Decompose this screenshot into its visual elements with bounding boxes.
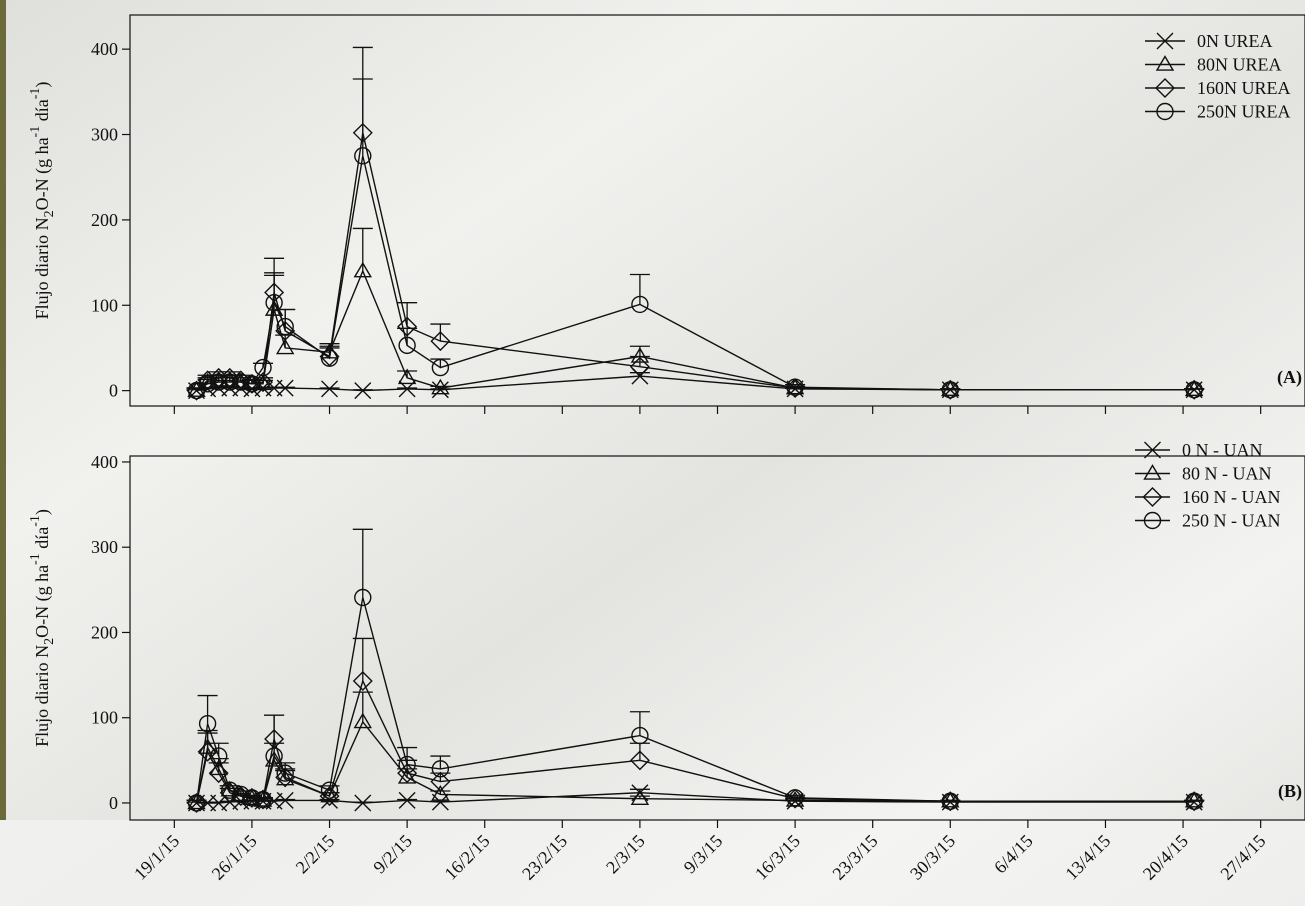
y-axis-label-part: día	[32, 99, 52, 126]
y-axis-label-part: día	[32, 527, 52, 554]
y-tick-label: 100	[91, 708, 118, 728]
legend-label: 0 N - UAN	[1182, 440, 1263, 460]
y-axis-label-part: -1	[28, 88, 43, 100]
y-axis-label-part: Flujo diario N	[32, 217, 52, 319]
y-axis-label-part: -1	[28, 553, 43, 565]
legend-label: 0N UREA	[1197, 31, 1273, 51]
y-axis-label-part: O-N (g ha	[32, 137, 53, 210]
y-axis-label-part: -1	[28, 515, 43, 527]
y-axis-label-part: 2	[42, 210, 57, 217]
legend-label: 80 N - UAN	[1182, 464, 1272, 484]
y-tick-label: 400	[91, 452, 118, 472]
y-tick-label: 100	[91, 295, 118, 315]
y-tick-label: 300	[91, 537, 118, 557]
y-axis-label-part: 2	[42, 638, 57, 645]
background	[0, 0, 1305, 906]
legend-label: 250 N - UAN	[1182, 511, 1281, 531]
panel-label: (A)	[1277, 367, 1302, 388]
y-axis-label-part: Flujo diario N	[32, 645, 52, 747]
axis-band	[0, 820, 1305, 906]
y-tick-label: 400	[91, 39, 118, 59]
y-tick-label: 200	[91, 622, 118, 642]
y-tick-label: 0	[109, 381, 118, 401]
legend-label: 250N UREA	[1197, 102, 1291, 122]
y-axis-label-part: -1	[28, 126, 43, 138]
y-axis-label-part: O-N (g ha	[32, 565, 53, 638]
y-axis-label-part: )	[32, 509, 53, 515]
y-tick-label: 0	[109, 793, 118, 813]
y-tick-label: 200	[91, 210, 118, 230]
legend-label: 160 N - UAN	[1182, 487, 1281, 507]
panel-label: (B)	[1278, 781, 1302, 802]
edge-strip	[0, 0, 6, 820]
chart: 0100200300400Flujo diario N2O-N (g ha-1 …	[0, 0, 1305, 906]
legend-label: 80N UREA	[1197, 55, 1282, 75]
legend-label: 160N UREA	[1197, 78, 1291, 98]
y-tick-label: 300	[91, 125, 118, 145]
y-axis-label-part: )	[32, 82, 53, 88]
